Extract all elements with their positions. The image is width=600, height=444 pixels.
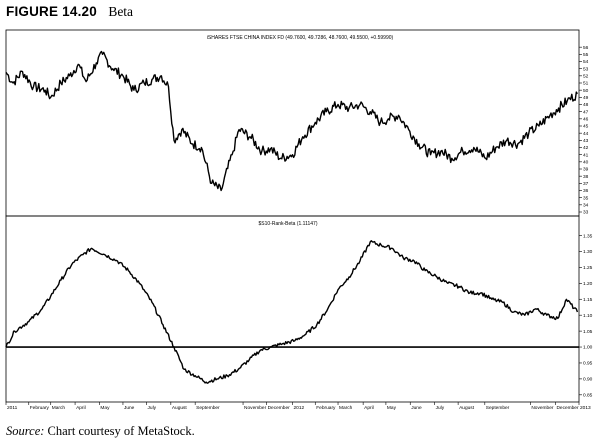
price-y-tick-label: 40 xyxy=(583,160,589,166)
x-axis: 2011 February March April May June July August S… xyxy=(5,402,591,411)
x-tick-label: April xyxy=(364,405,374,411)
price-y-tick-label: 50 xyxy=(583,88,589,94)
price-y-tick-label: 36 xyxy=(583,188,589,194)
x-tick-label: February xyxy=(30,405,50,411)
price-y-tick-label: 46 xyxy=(583,117,589,123)
x-tick-label: May xyxy=(387,405,397,411)
price-y-tick-label: 43 xyxy=(583,138,589,144)
x-tick-label: September xyxy=(486,405,510,411)
figure-label: FIGURE 14.20 xyxy=(6,4,97,19)
beta-y-tick-label: 1.35 xyxy=(583,233,593,239)
x-tick-label: April xyxy=(76,405,86,411)
x-tick-label: March xyxy=(52,405,66,411)
beta-series-line xyxy=(5,240,579,384)
beta-y-tick-label: 1.20 xyxy=(583,281,593,287)
beta-panel-title: $S10-Rank-Beta (1.11147) xyxy=(258,221,317,227)
beta-y-tick-label: 1.05 xyxy=(583,329,593,335)
x-tick-label: March xyxy=(339,405,353,411)
beta-y-axis: 0.85 0.90 0.95 1.00 1.05 1.10 1.15 1.20 1.25 1.30… xyxy=(579,233,593,399)
price-y-tick-label: 42 xyxy=(583,145,589,151)
figure-title: FIGURE 14.20 Beta xyxy=(6,4,133,20)
price-y-tick-label: 37 xyxy=(583,181,589,187)
price-y-tick-label: 35 xyxy=(583,195,589,201)
source-label: Source: xyxy=(6,424,45,438)
x-tick-label: September xyxy=(196,405,220,411)
beta-panel-frame xyxy=(5,215,580,403)
price-y-tick-label: 56 xyxy=(583,45,589,51)
x-tick-label: August xyxy=(172,405,188,411)
figure-name: Beta xyxy=(108,4,134,19)
price-y-tick-label: 34 xyxy=(583,203,589,209)
x-tick-label: June xyxy=(411,405,422,411)
x-tick-label: 2011 xyxy=(7,405,18,411)
x-tick-label: November xyxy=(244,405,267,411)
x-tick-label: August xyxy=(459,405,475,411)
x-tick-label: December xyxy=(268,405,291,411)
x-tick-label: May xyxy=(100,405,110,411)
price-y-tick-label: 49 xyxy=(583,95,589,101)
beta-y-tick-label: 1.15 xyxy=(583,297,593,303)
chart: iSHARES FTSE CHINA INDEX FD (49.7600, 49… xyxy=(5,29,593,411)
beta-y-tick-label: 1.10 xyxy=(583,313,593,319)
price-y-tick-label: 38 xyxy=(583,174,589,180)
beta-y-tick-label: 0.95 xyxy=(583,361,593,367)
x-tick-label: December xyxy=(556,405,579,411)
price-y-tick-label: 44 xyxy=(583,131,589,137)
beta-y-tick-label: 0.90 xyxy=(583,377,593,383)
beta-y-tick-label: 1.00 xyxy=(583,345,593,351)
price-panel: iSHARES FTSE CHINA INDEX FD (49.7600, 49… xyxy=(5,29,589,217)
price-y-tick-label: 48 xyxy=(583,102,589,108)
price-series-line xyxy=(5,50,578,192)
price-y-tick-label: 39 xyxy=(583,167,589,173)
beta-y-tick-label: 1.30 xyxy=(583,249,593,255)
beta-panel: $S10-Rank-Beta (1.11147) 0.85 0.90 0.95 1.0… xyxy=(5,215,593,403)
source-line: Source: Chart courtesy of MetaStock. xyxy=(6,424,195,439)
source-text: Chart courtesy of MetaStock. xyxy=(47,424,195,438)
price-y-tick-label: 53 xyxy=(583,66,589,72)
price-y-tick-label: 51 xyxy=(583,81,589,87)
price-y-tick-label: 52 xyxy=(583,74,589,80)
beta-y-tick-label: 0.85 xyxy=(583,393,593,399)
x-tick-label: 2012 xyxy=(294,405,305,411)
price-y-tick-label: 45 xyxy=(583,124,589,130)
price-panel-frame xyxy=(5,29,580,217)
price-y-tick-label: 55 xyxy=(583,52,589,58)
price-y-tick-label: 54 xyxy=(583,59,589,65)
x-tick-label: November xyxy=(531,405,554,411)
x-tick-label: June xyxy=(124,405,135,411)
price-y-tick-label: 41 xyxy=(583,152,589,158)
x-tick-label: July xyxy=(148,405,157,411)
price-panel-title: iSHARES FTSE CHINA INDEX FD (49.7600, 49… xyxy=(207,35,394,41)
beta-y-tick-label: 1.25 xyxy=(583,265,593,271)
x-tick-label: 2013 xyxy=(580,405,591,411)
price-y-tick-label: 47 xyxy=(583,109,589,115)
x-tick-label: July xyxy=(436,405,445,411)
price-y-tick-label: 33 xyxy=(583,210,589,216)
x-tick-label: February xyxy=(316,405,336,411)
